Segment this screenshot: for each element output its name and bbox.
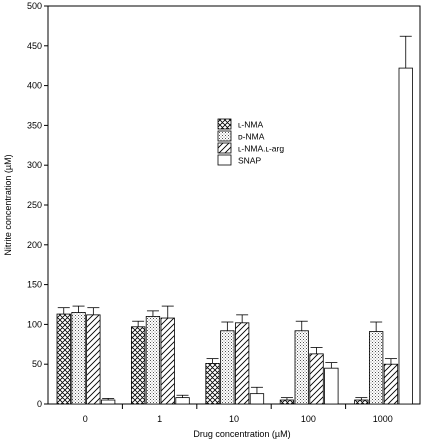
error-bars bbox=[57, 35, 412, 401]
bar-snap bbox=[398, 67, 413, 405]
bar-l-nma-l-arg bbox=[160, 317, 175, 405]
bar-d-nma bbox=[71, 312, 86, 405]
bar-snap bbox=[175, 397, 190, 405]
x-axis-title: Drug concentration (µM) bbox=[193, 429, 290, 439]
y-tick-label: 400 bbox=[27, 81, 42, 91]
bar-l-nma-l-arg bbox=[86, 314, 101, 405]
legend-swatch-d-nma bbox=[217, 130, 232, 142]
bar-l-nma bbox=[279, 399, 295, 405]
legend-label-snap: SNAP bbox=[238, 156, 261, 166]
bar-l-nma-l-arg bbox=[383, 363, 399, 405]
bar-snap bbox=[249, 393, 265, 405]
y-axis-title: Nitrite concentration (µM) bbox=[3, 154, 13, 255]
bar-snap bbox=[101, 399, 116, 405]
bar-l-nma bbox=[354, 399, 369, 405]
y-tick-label: 50 bbox=[32, 359, 42, 369]
bar-snap bbox=[324, 367, 339, 405]
legend-label-d-nma: ᴅ-NMA bbox=[238, 132, 265, 142]
legend-label-l-nma: ʟ-NMA bbox=[238, 120, 263, 130]
x-tick-label: 100 bbox=[301, 414, 316, 424]
legend: ʟ-NMA ᴅ-NMA ʟ-NMA.ʟ-arg SNAP bbox=[217, 118, 284, 166]
bar-l-nma bbox=[205, 363, 220, 405]
x-tick-label: 0 bbox=[83, 414, 88, 424]
legend-label-l-nma-l-arg: ʟ-NMA.ʟ-arg bbox=[238, 144, 284, 154]
legend-swatch-l-nma bbox=[217, 118, 232, 130]
bar-d-nma bbox=[220, 330, 235, 405]
y-axis: 0 50 100 150 200 250 300 350 400 450 500 bbox=[27, 1, 48, 409]
x-tick-label: 1000 bbox=[373, 414, 393, 424]
y-tick-label: 150 bbox=[27, 280, 42, 290]
y-tick-label: 300 bbox=[27, 160, 42, 170]
y-tick-label: 0 bbox=[37, 399, 42, 409]
x-axis: 0 1 10 100 1000 bbox=[83, 404, 393, 424]
bar-l-nma-l-arg bbox=[309, 353, 324, 405]
bar-l-nma-l-arg bbox=[234, 322, 250, 405]
legend-swatch-l-nma-l-arg bbox=[217, 142, 232, 154]
bar-l-nma bbox=[130, 326, 146, 405]
y-tick-label: 200 bbox=[27, 240, 42, 250]
y-tick-label: 350 bbox=[27, 120, 42, 130]
y-tick-label: 250 bbox=[27, 200, 42, 210]
bar-d-nma bbox=[294, 330, 309, 405]
x-tick-label: 1 bbox=[157, 414, 162, 424]
bar-l-nma bbox=[56, 313, 71, 405]
y-tick-label: 100 bbox=[27, 319, 42, 329]
bar-d-nma bbox=[145, 316, 161, 405]
legend-swatch-snap bbox=[217, 154, 232, 166]
bar-d-nma bbox=[368, 331, 384, 405]
y-tick-label: 500 bbox=[27, 1, 42, 11]
x-tick-label: 10 bbox=[229, 414, 239, 424]
y-tick-label: 450 bbox=[27, 41, 42, 51]
bars bbox=[56, 67, 413, 405]
